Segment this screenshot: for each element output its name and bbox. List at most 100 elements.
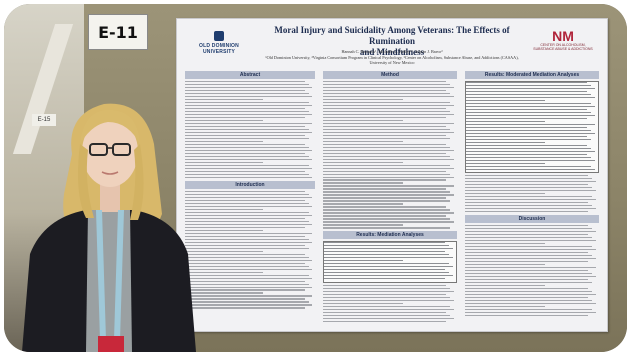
text-line: [465, 308, 593, 310]
text-line: [185, 217, 305, 220]
text-line: [465, 175, 589, 177]
poster-title: Moral Injury and Suicidality Among Veter…: [257, 25, 527, 58]
text-line: [185, 205, 313, 208]
text-line: [323, 227, 451, 229]
text-line: [323, 185, 455, 187]
mouth: [101, 171, 119, 175]
author-list: Hannah C. Hamrick¹, Michelle L. Kelley¹²…: [341, 49, 443, 54]
text-line: [185, 176, 313, 178]
text-line: [465, 284, 546, 287]
text-line: [323, 218, 451, 220]
text-line: [185, 101, 309, 104]
text-line: [466, 102, 592, 105]
text-line: [323, 221, 455, 223]
text-line: [185, 158, 313, 160]
text-line: [465, 183, 589, 186]
text-line: [465, 177, 593, 180]
center-logo-text: CENTER ON ALCOHOLISM, SUBSTANCE ABUSE & …: [533, 43, 593, 51]
text-line: [185, 298, 305, 300]
text-line: [323, 176, 455, 178]
text-line: [185, 220, 309, 223]
text-line: [323, 158, 455, 160]
text-line: [323, 92, 451, 95]
patterned-shirt: [86, 210, 132, 352]
text-line: [185, 143, 305, 146]
text-line: [323, 131, 455, 134]
poster-column-2: Method Results: Mediation Analyses: [323, 71, 457, 323]
text-line: [185, 259, 313, 262]
text-line: [466, 144, 588, 147]
text-line: [185, 214, 313, 217]
text-line: [185, 226, 305, 229]
text-line: [185, 81, 305, 83]
text-line: [323, 285, 447, 287]
text-line: [465, 180, 597, 183]
text-line: [465, 245, 593, 248]
text-line: [466, 165, 592, 167]
text-line: [185, 167, 313, 169]
text-line: [465, 210, 589, 213]
text-line: [185, 304, 313, 306]
text-line: [323, 305, 451, 308]
text-line: [465, 287, 589, 290]
text-line: [465, 204, 593, 207]
text-line: [465, 207, 597, 210]
text-line: [185, 113, 313, 116]
text-line: [185, 301, 309, 303]
text-line: [323, 149, 455, 152]
poster-column-1: Abstract Introduction: [185, 71, 315, 323]
text-line: [185, 199, 305, 202]
text-line: [323, 95, 455, 98]
text-line: [324, 259, 404, 262]
text-line: [185, 208, 263, 211]
neck: [100, 180, 120, 212]
text-line: [324, 265, 454, 268]
results-table: [323, 241, 457, 283]
text-line: [323, 140, 404, 143]
text-line: [185, 134, 305, 137]
text-line: [324, 242, 446, 244]
text-line: [323, 314, 451, 317]
text-line: [323, 182, 404, 184]
text-line: [324, 268, 446, 271]
text-line: [185, 232, 313, 235]
text-line: [185, 256, 309, 259]
text-line: [323, 167, 455, 169]
text-line: [185, 286, 313, 288]
text-line: [185, 265, 309, 267]
text-line: [466, 123, 596, 126]
text-line: [185, 98, 263, 101]
text-line: [185, 107, 305, 110]
text-line: [465, 227, 593, 230]
text-line: [323, 290, 455, 293]
poster-column-3: Results: Moderated Mediation Analyses Di…: [465, 71, 599, 323]
text-line: [465, 189, 597, 192]
glasses-icon: [89, 143, 108, 156]
text-line: [185, 244, 305, 247]
text-line: [466, 114, 596, 117]
text-line: [185, 128, 309, 131]
text-line: [185, 164, 309, 166]
text-line: [465, 278, 589, 281]
lanyard: [96, 210, 106, 340]
text-line: [323, 164, 451, 166]
section-text: [323, 285, 457, 325]
text-line: [323, 98, 404, 101]
text-line: [323, 113, 455, 116]
text-line: [185, 110, 309, 113]
section-heading: Method: [323, 71, 457, 79]
text-line: [323, 122, 455, 125]
poster-header: OLD DOMINION UNIVERSITY Moral Injury and…: [177, 19, 607, 69]
text-line: [465, 195, 593, 198]
text-line: [323, 86, 455, 89]
text-line: [323, 146, 451, 149]
text-line: [323, 317, 455, 320]
text-line: [466, 96, 596, 99]
text-line: [465, 198, 597, 201]
crest-icon: [214, 31, 224, 41]
text-line: [466, 159, 596, 161]
text-line: [185, 253, 305, 256]
face: [82, 117, 138, 187]
text-line: [465, 236, 593, 239]
text-line: [185, 235, 305, 238]
